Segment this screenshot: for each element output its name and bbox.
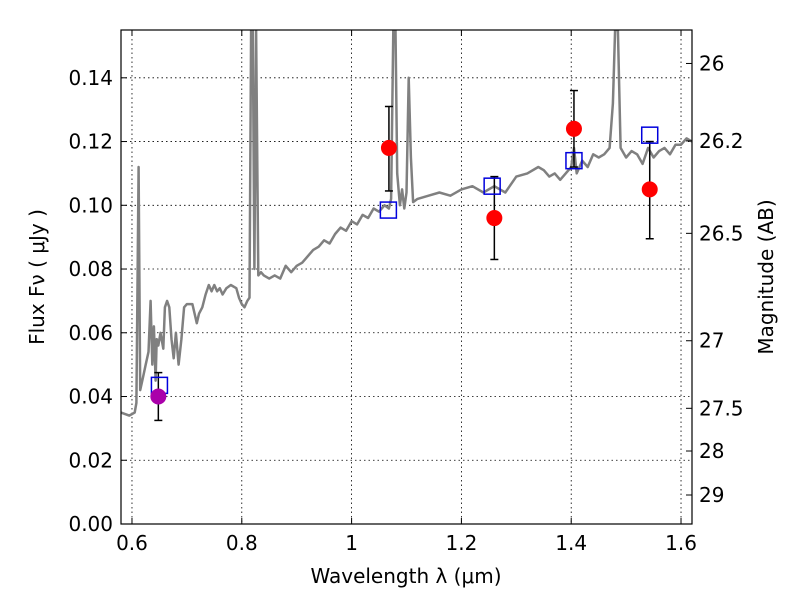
model-point — [379, 201, 398, 219]
x-tick-label: 1.4 — [555, 531, 587, 555]
observed-point — [150, 388, 167, 405]
y-tick-label: 0.02 — [68, 448, 113, 472]
right-tick-label: 26.2 — [699, 129, 744, 153]
observed-photometry-points — [150, 120, 658, 405]
x-axis-label: Wavelength λ (μm) — [310, 564, 501, 588]
model-point — [483, 177, 501, 195]
right-tick-label: 26.5 — [699, 221, 744, 245]
right-axis-ticks: 26 26.2 26.5 27 27.5 28 29 — [686, 51, 744, 507]
right-tick-label: 27.5 — [699, 396, 744, 420]
x-tick-label: 0.8 — [226, 531, 258, 555]
y-tick-label: 0.14 — [68, 66, 113, 90]
observed-point — [486, 210, 503, 227]
y-tick-label: 0.00 — [68, 512, 113, 536]
x-tick-label: 1 — [345, 531, 358, 555]
plot-frame — [120, 29, 693, 525]
y-tick-label: 0.04 — [68, 385, 113, 409]
observed-point — [641, 181, 658, 198]
grid — [121, 30, 692, 525]
y-tick-label: 0.10 — [68, 193, 113, 217]
right-tick-label: 28 — [699, 439, 724, 463]
error-bars — [154, 89, 654, 422]
model-point — [640, 126, 659, 144]
model-photometry-points — [150, 126, 659, 395]
observed-point — [380, 139, 397, 156]
x-tick-label: 0.6 — [116, 531, 148, 555]
y-tick-label: 0.06 — [68, 321, 113, 345]
model-point — [565, 151, 583, 170]
right-tick-label: 27 — [699, 329, 724, 353]
x-axis-ticks: 0.6 0.8 1 1.2 1.4 1.6 — [116, 30, 697, 555]
y-tick-label: 0.12 — [68, 130, 113, 154]
y-tick-label: 0.08 — [68, 257, 113, 281]
model-spectrum-line — [121, 30, 692, 417]
right-tick-label: 26 — [699, 51, 724, 75]
x-tick-label: 1.2 — [445, 531, 477, 555]
y-axis-label: Flux Fν ( μJy ) — [25, 209, 49, 345]
right-axis-label: Magnitude (AB) — [754, 199, 778, 354]
right-tick-label: 29 — [699, 483, 724, 507]
observed-point — [565, 120, 582, 137]
y-axis-ticks: 0.00 0.02 0.04 0.06 0.08 0.10 0.12 0.14 — [68, 66, 127, 536]
x-tick-label: 1.6 — [665, 531, 697, 555]
